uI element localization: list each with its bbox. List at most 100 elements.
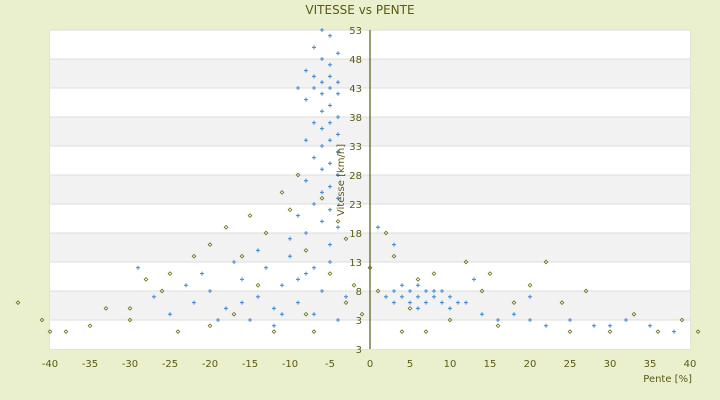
x-tick-label: 30 [604,359,617,370]
data-point-blue [464,300,468,305]
data-point-olive [695,329,701,334]
data-point-olive [15,300,21,305]
data-point-olive [407,306,413,311]
y-tick-label: 8 [356,287,362,298]
data-point-olive [511,300,517,305]
data-point-blue [432,294,436,299]
data-point-blue [312,86,316,90]
data-point-blue [288,236,292,241]
data-point-blue [336,80,340,85]
y-tick-label: 43 [349,84,362,95]
y-tick-label: 3 [356,345,362,356]
data-point-blue [320,219,324,224]
data-point-olive [375,288,381,294]
x-tick-label: -25 [162,359,178,370]
y-tick-label: 23 [349,200,362,211]
data-point-olive [159,288,165,294]
data-point-blue [304,97,308,102]
data-point-olive [103,306,109,311]
data-point-blue [296,86,300,90]
data-point-blue [320,167,324,172]
data-point-olive [655,329,661,334]
data-point-olive [447,317,453,323]
data-point-blue [608,323,612,328]
x-tick-label: 5 [407,359,413,370]
data-point-olive [143,277,149,282]
data-point-blue [336,132,340,137]
data-point-blue [320,289,324,293]
data-point-olive [279,190,285,195]
data-point-blue [480,312,484,317]
y-tick-label: 28 [349,171,362,182]
y-tick-label: 38 [349,113,362,124]
data-point-blue [392,289,396,293]
y-tick-label: 18 [349,229,362,240]
data-point-blue [544,323,548,328]
data-point-olive [287,207,293,213]
data-point-blue [336,115,340,119]
x-tick-label: -10 [282,359,298,370]
data-point-olive [255,282,261,288]
data-point-blue [168,312,172,317]
data-point-blue [200,271,204,276]
data-point-blue [328,207,332,212]
data-point-blue [424,289,428,293]
data-point-blue [416,294,420,299]
chart-title: VITESSE vs PENTE [305,3,415,17]
data-point-olive [63,329,69,334]
y-tick-label: 33 [349,142,362,153]
data-point-olive [383,230,389,236]
data-point-blue [328,74,332,79]
data-point-blue [456,300,460,305]
data-point-olive [415,277,421,282]
y-axis-label: Vitesse [km/h] [336,144,347,216]
data-point-blue [248,318,252,322]
data-point-olive [47,329,53,334]
data-point-blue [312,120,316,125]
data-point-blue [328,120,332,125]
data-point-blue [328,260,332,264]
data-point-blue [152,294,156,299]
data-point-blue [328,103,332,108]
data-point-blue [424,300,428,305]
data-point-blue [232,260,236,264]
data-point-olive [239,253,245,259]
data-point-olive [495,323,501,329]
data-point-blue [328,62,332,67]
data-point-blue [328,242,332,247]
data-point-olive [303,311,309,317]
data-point-blue [336,149,340,154]
x-tick-label: -5 [325,359,335,370]
data-point-blue [416,283,420,288]
data-point-olive [175,329,181,334]
data-point-blue [312,265,316,270]
data-point-blue [272,323,276,328]
data-point-olive [319,195,325,201]
data-point-blue [208,289,212,293]
x-tick-label: 10 [444,359,457,370]
data-point-blue [448,306,452,311]
data-point-olive [39,317,45,323]
data-point-blue [312,202,316,206]
data-point-blue [184,283,188,288]
data-point-olive [343,236,349,242]
data-point-olive [271,329,277,334]
data-point-blue [336,318,340,322]
data-point-blue [344,294,348,299]
data-point-olive [327,271,333,276]
data-point-blue [528,318,532,322]
x-tick-label: -35 [82,359,98,370]
data-point-olive [87,323,93,329]
x-axis-label: Pente [%] [643,374,692,385]
data-point-blue [240,300,244,305]
data-point-blue [240,277,244,282]
data-point-blue [400,283,404,288]
data-point-blue [648,323,652,328]
data-point-blue [224,306,228,311]
data-point-blue [624,318,628,322]
x-tick-label: 40 [684,359,697,370]
data-point-olive [303,248,309,253]
data-point-olive [391,253,397,259]
data-point-olive [127,306,133,311]
